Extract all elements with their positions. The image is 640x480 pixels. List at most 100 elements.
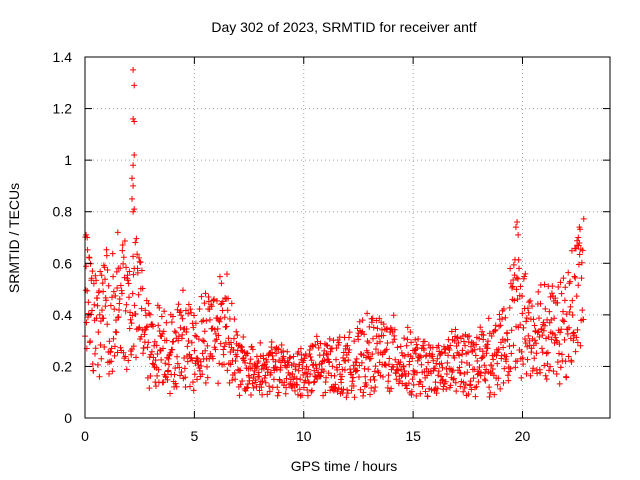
data-point [473,383,480,390]
data-point [514,275,521,282]
data-point [308,388,315,395]
data-point [440,383,447,390]
data-point [510,342,517,349]
data-point [177,372,184,379]
data-point [154,302,161,309]
data-point [567,278,574,285]
data-point [393,376,400,383]
data-point [356,362,363,369]
data-point [88,275,95,282]
data-point [366,355,373,362]
data-point [165,355,172,362]
data-point [534,370,541,377]
data-point [498,352,505,359]
data-point [103,297,110,304]
data-point [155,366,162,373]
data-point [401,368,408,375]
data-point [273,350,280,357]
data-point [365,339,372,346]
data-point [216,360,223,367]
data-point [344,386,351,393]
data-point [519,293,526,300]
data-point [318,369,325,376]
data-point [333,345,340,352]
data-point [400,363,407,370]
data-point [542,305,549,312]
data-point [82,287,89,294]
data-point [133,235,140,242]
data-point [303,352,310,359]
data-point [154,372,161,379]
data-point [512,364,519,371]
data-point [462,342,469,349]
data-point [521,273,528,280]
data-point [547,293,554,300]
data-point [296,386,303,393]
data-point [237,367,244,374]
data-point [502,337,508,344]
data-point [460,388,467,395]
data-point [521,335,528,342]
data-point [531,322,538,329]
data-point [577,342,584,349]
data-point [292,387,298,394]
data-point [338,379,345,386]
data-point [453,335,460,342]
data-point [206,316,213,323]
data-point [295,349,302,356]
data-point [523,370,530,377]
data-point [143,297,150,304]
data-point [123,301,130,308]
data-point [449,367,456,374]
data-point [124,277,131,284]
data-point [213,297,220,304]
data-point [86,254,93,261]
data-point [514,358,521,365]
data-point [95,329,102,336]
data-point [527,297,534,304]
data-point [145,339,152,346]
data-point [538,345,545,352]
data-point [135,254,142,261]
data-point [221,343,228,350]
data-point [158,356,165,363]
data-point [297,345,304,352]
data-point [472,393,479,400]
data-point [340,386,347,393]
data-point [233,328,240,335]
data-point [562,358,569,365]
data-point [228,339,235,346]
data-point [107,348,114,355]
data-point [546,308,553,315]
data-point [126,325,133,332]
data-point [103,252,110,259]
data-point [102,303,109,310]
data-point [556,380,563,387]
data-point [211,326,218,333]
data-point [223,323,230,330]
data-point [181,365,188,372]
data-point [177,324,184,331]
data-point [142,307,149,314]
data-point [331,384,338,391]
data-point [456,364,463,371]
data-point [408,388,415,395]
data-point [299,365,306,372]
data-point [543,335,550,342]
data-point [139,285,146,292]
data-point [479,354,486,361]
data-point [123,366,130,373]
data-point [488,332,495,339]
data-point [522,339,529,346]
data-point [201,338,208,345]
data-point [326,358,333,365]
data-point [386,355,393,362]
data-point [433,360,440,367]
data-point [513,286,520,293]
data-point [247,356,254,363]
data-point [404,336,411,343]
data-point [403,342,410,349]
data-point [85,299,92,306]
data-point [189,357,196,364]
